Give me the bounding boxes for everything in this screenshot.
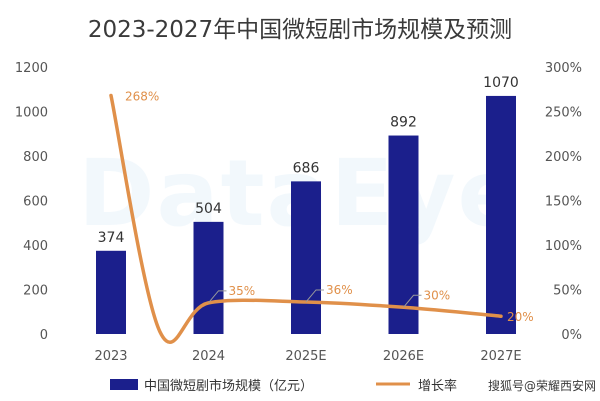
growth-label-leader [208, 290, 227, 304]
chart-title: 2023-2027年中国微短剧市场规模及预测 [88, 17, 512, 43]
right-tick-label: 250% [545, 106, 582, 121]
left-tick-label: 0 [40, 328, 48, 343]
footer-watermark: 搜狐号@荣耀西安网 [488, 378, 596, 393]
bar [193, 221, 224, 334]
growth-value-label: 30% [424, 288, 451, 302]
bar-value-label: 1070 [483, 75, 519, 91]
right-axis: 0% 50% 100% 150% 200% 250% 300% [545, 61, 582, 343]
growth-value-label: 35% [229, 284, 256, 298]
bar-series [96, 95, 516, 334]
legend: 中国微短剧市场规模（亿元） 增长率 [110, 378, 457, 394]
x-axis: 2023 2024 2025E 2026E 2027E [94, 349, 521, 364]
bar-value-label: 892 [390, 115, 417, 131]
bar-value-label: 374 [98, 230, 125, 246]
legend-line-label: 增长率 [418, 378, 457, 394]
right-tick-label: 150% [545, 195, 582, 210]
x-tick-label: 2024 [192, 349, 225, 364]
growth-label-leader [403, 294, 422, 308]
bar [486, 95, 516, 334]
x-tick-label: 2026E [383, 349, 424, 364]
left-tick-label: 600 [23, 195, 48, 210]
bar [291, 181, 321, 334]
legend-bar-swatch [110, 379, 138, 390]
left-tick-label: 800 [23, 150, 48, 165]
growth-label-leader [305, 289, 324, 303]
bar-value-label: 504 [195, 201, 222, 217]
right-tick-label: 300% [545, 61, 582, 76]
x-tick-label: 2027E [480, 349, 521, 364]
right-tick-label: 200% [545, 150, 582, 165]
left-tick-label: 1200 [15, 61, 48, 76]
bar-value-label: 686 [293, 160, 320, 176]
bar [96, 250, 126, 334]
x-tick-label: 2025E [285, 349, 326, 364]
right-tick-label: 50% [553, 284, 582, 299]
left-tick-label: 400 [23, 239, 48, 254]
x-tick-label: 2023 [94, 349, 127, 364]
right-tick-label: 0% [561, 328, 582, 343]
left-tick-label: 200 [23, 284, 48, 299]
growth-value-labels: 268% 35% 36% 30% 20% [125, 89, 534, 324]
bar [388, 135, 419, 334]
growth-value-label: 36% [326, 283, 353, 297]
legend-bar-label: 中国微短剧市场规模（亿元） [144, 378, 313, 394]
bar-value-labels: 374 504 686 892 1070 [98, 75, 519, 246]
right-tick-label: 100% [545, 239, 582, 254]
left-tick-label: 1000 [15, 106, 48, 121]
left-axis: 0 200 400 600 800 1000 1200 [15, 61, 48, 343]
growth-value-label: 20% [507, 310, 534, 324]
growth-value-label: 268% [125, 89, 159, 103]
